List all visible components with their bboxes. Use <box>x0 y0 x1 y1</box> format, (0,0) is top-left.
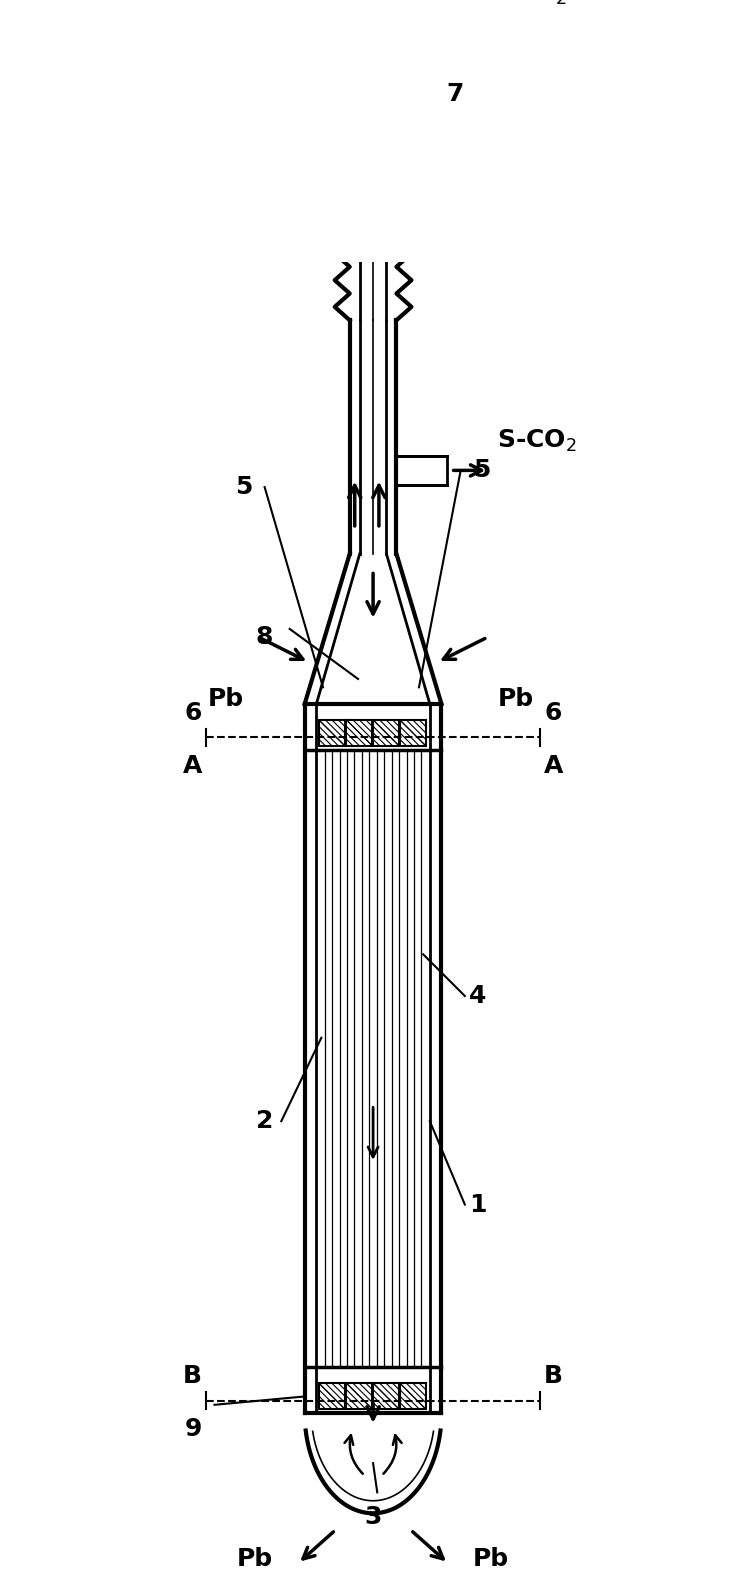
Bar <box>347 720 372 746</box>
Text: 4: 4 <box>469 984 486 1008</box>
Text: B: B <box>183 1364 202 1389</box>
Bar <box>347 1382 372 1409</box>
Text: S-CO$_2$: S-CO$_2$ <box>486 0 566 6</box>
Text: B: B <box>544 1364 563 1389</box>
Bar <box>319 1382 344 1409</box>
Text: 5: 5 <box>473 458 491 482</box>
Text: A: A <box>183 754 202 777</box>
Text: 6: 6 <box>544 702 562 725</box>
Bar <box>373 1382 399 1409</box>
Text: Pb: Pb <box>208 687 244 711</box>
Text: 9: 9 <box>185 1417 202 1441</box>
Text: S-CO$_2$: S-CO$_2$ <box>497 428 576 453</box>
Text: 7: 7 <box>447 82 464 106</box>
Text: Pb: Pb <box>498 687 534 711</box>
Bar <box>400 1382 426 1409</box>
Bar <box>397 455 447 485</box>
Text: 5: 5 <box>235 476 252 499</box>
Bar <box>319 720 344 746</box>
Text: 8: 8 <box>255 626 273 649</box>
Text: 1: 1 <box>469 1193 486 1217</box>
Text: A: A <box>544 754 563 777</box>
Text: 2: 2 <box>255 1109 273 1133</box>
Text: 3: 3 <box>365 1504 382 1529</box>
Bar <box>400 720 426 746</box>
Bar <box>373 720 399 746</box>
Text: Pb: Pb <box>237 1547 273 1571</box>
Text: Pb: Pb <box>473 1547 509 1571</box>
Text: 6: 6 <box>185 702 202 725</box>
